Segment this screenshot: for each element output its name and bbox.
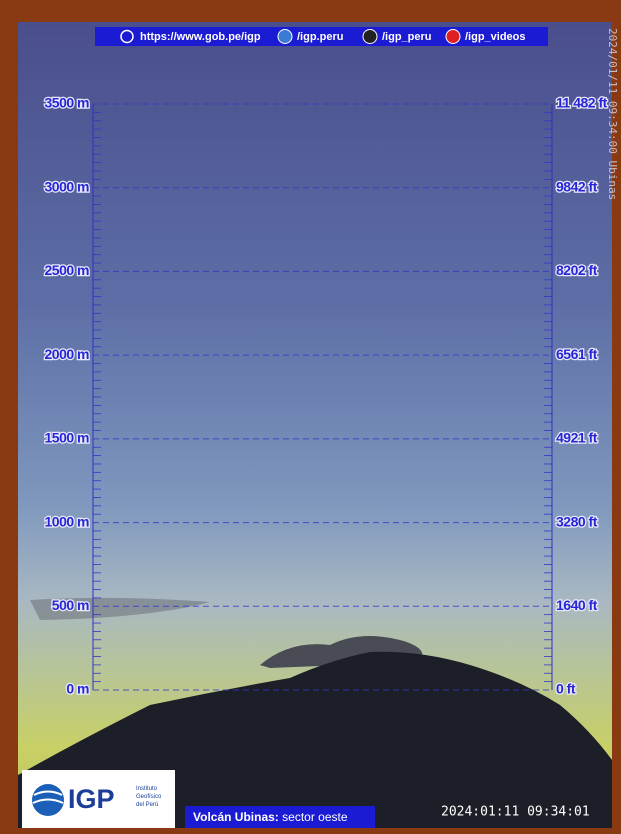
feet-label: 0 ft [556, 681, 576, 697]
header-link[interactable]: /igp.peru [297, 31, 343, 43]
cloud [30, 597, 210, 620]
header-link[interactable]: /igp_peru [382, 31, 432, 43]
meter-label: 2000 m [45, 346, 90, 362]
youtube-icon [445, 29, 461, 44]
feet-label: 8202 ft [556, 262, 598, 278]
feet-label: 1640 ft [556, 597, 598, 613]
logo-name: IGP [68, 784, 115, 814]
caption-bar [185, 806, 375, 828]
altitude-scale: 3500 m 11 482 ft 3000 m 9842 ft 2500 m 8202 f… [43, 93, 609, 698]
header-bar [95, 27, 548, 46]
meter-label: 0 m [66, 681, 89, 697]
web-icon [120, 29, 134, 44]
logo-line: Geofísico [136, 794, 162, 800]
header-link[interactable]: https://www.gob.pe/igp [140, 31, 261, 43]
logo-waves [32, 790, 64, 804]
feet-label: 4921 ft [556, 430, 598, 446]
feet-label: 9842 ft [556, 178, 598, 194]
header-link[interactable]: /igp_videos [465, 31, 526, 43]
meter-label: 3000 m [45, 178, 90, 194]
meter-label: 1500 m [45, 430, 90, 446]
caption: Volcán Ubinas: sector oeste [193, 810, 348, 824]
x-icon [362, 29, 378, 44]
side-stamp: 2024/01/11 09:34:00 Ubinas [606, 28, 619, 200]
facebook-icon [277, 29, 293, 44]
feet-label: 6561 ft [556, 346, 598, 362]
logo-line: Instituto [136, 786, 158, 792]
logo-line: del Perú [136, 802, 158, 808]
timestamp: 2024:01:11 09:34:01 [441, 805, 590, 820]
feet-label: 3280 ft [556, 513, 598, 529]
caption-place: Volcán Ubinas: [193, 810, 279, 824]
meter-label: 2500 m [45, 262, 90, 278]
meter-label: 1000 m [45, 513, 90, 529]
caption-sector: sector oeste [282, 810, 348, 824]
feet-label: 11 482 ft [556, 95, 608, 111]
meter-label: 3500 m [45, 95, 90, 111]
meter-label: 500 m [52, 597, 89, 613]
